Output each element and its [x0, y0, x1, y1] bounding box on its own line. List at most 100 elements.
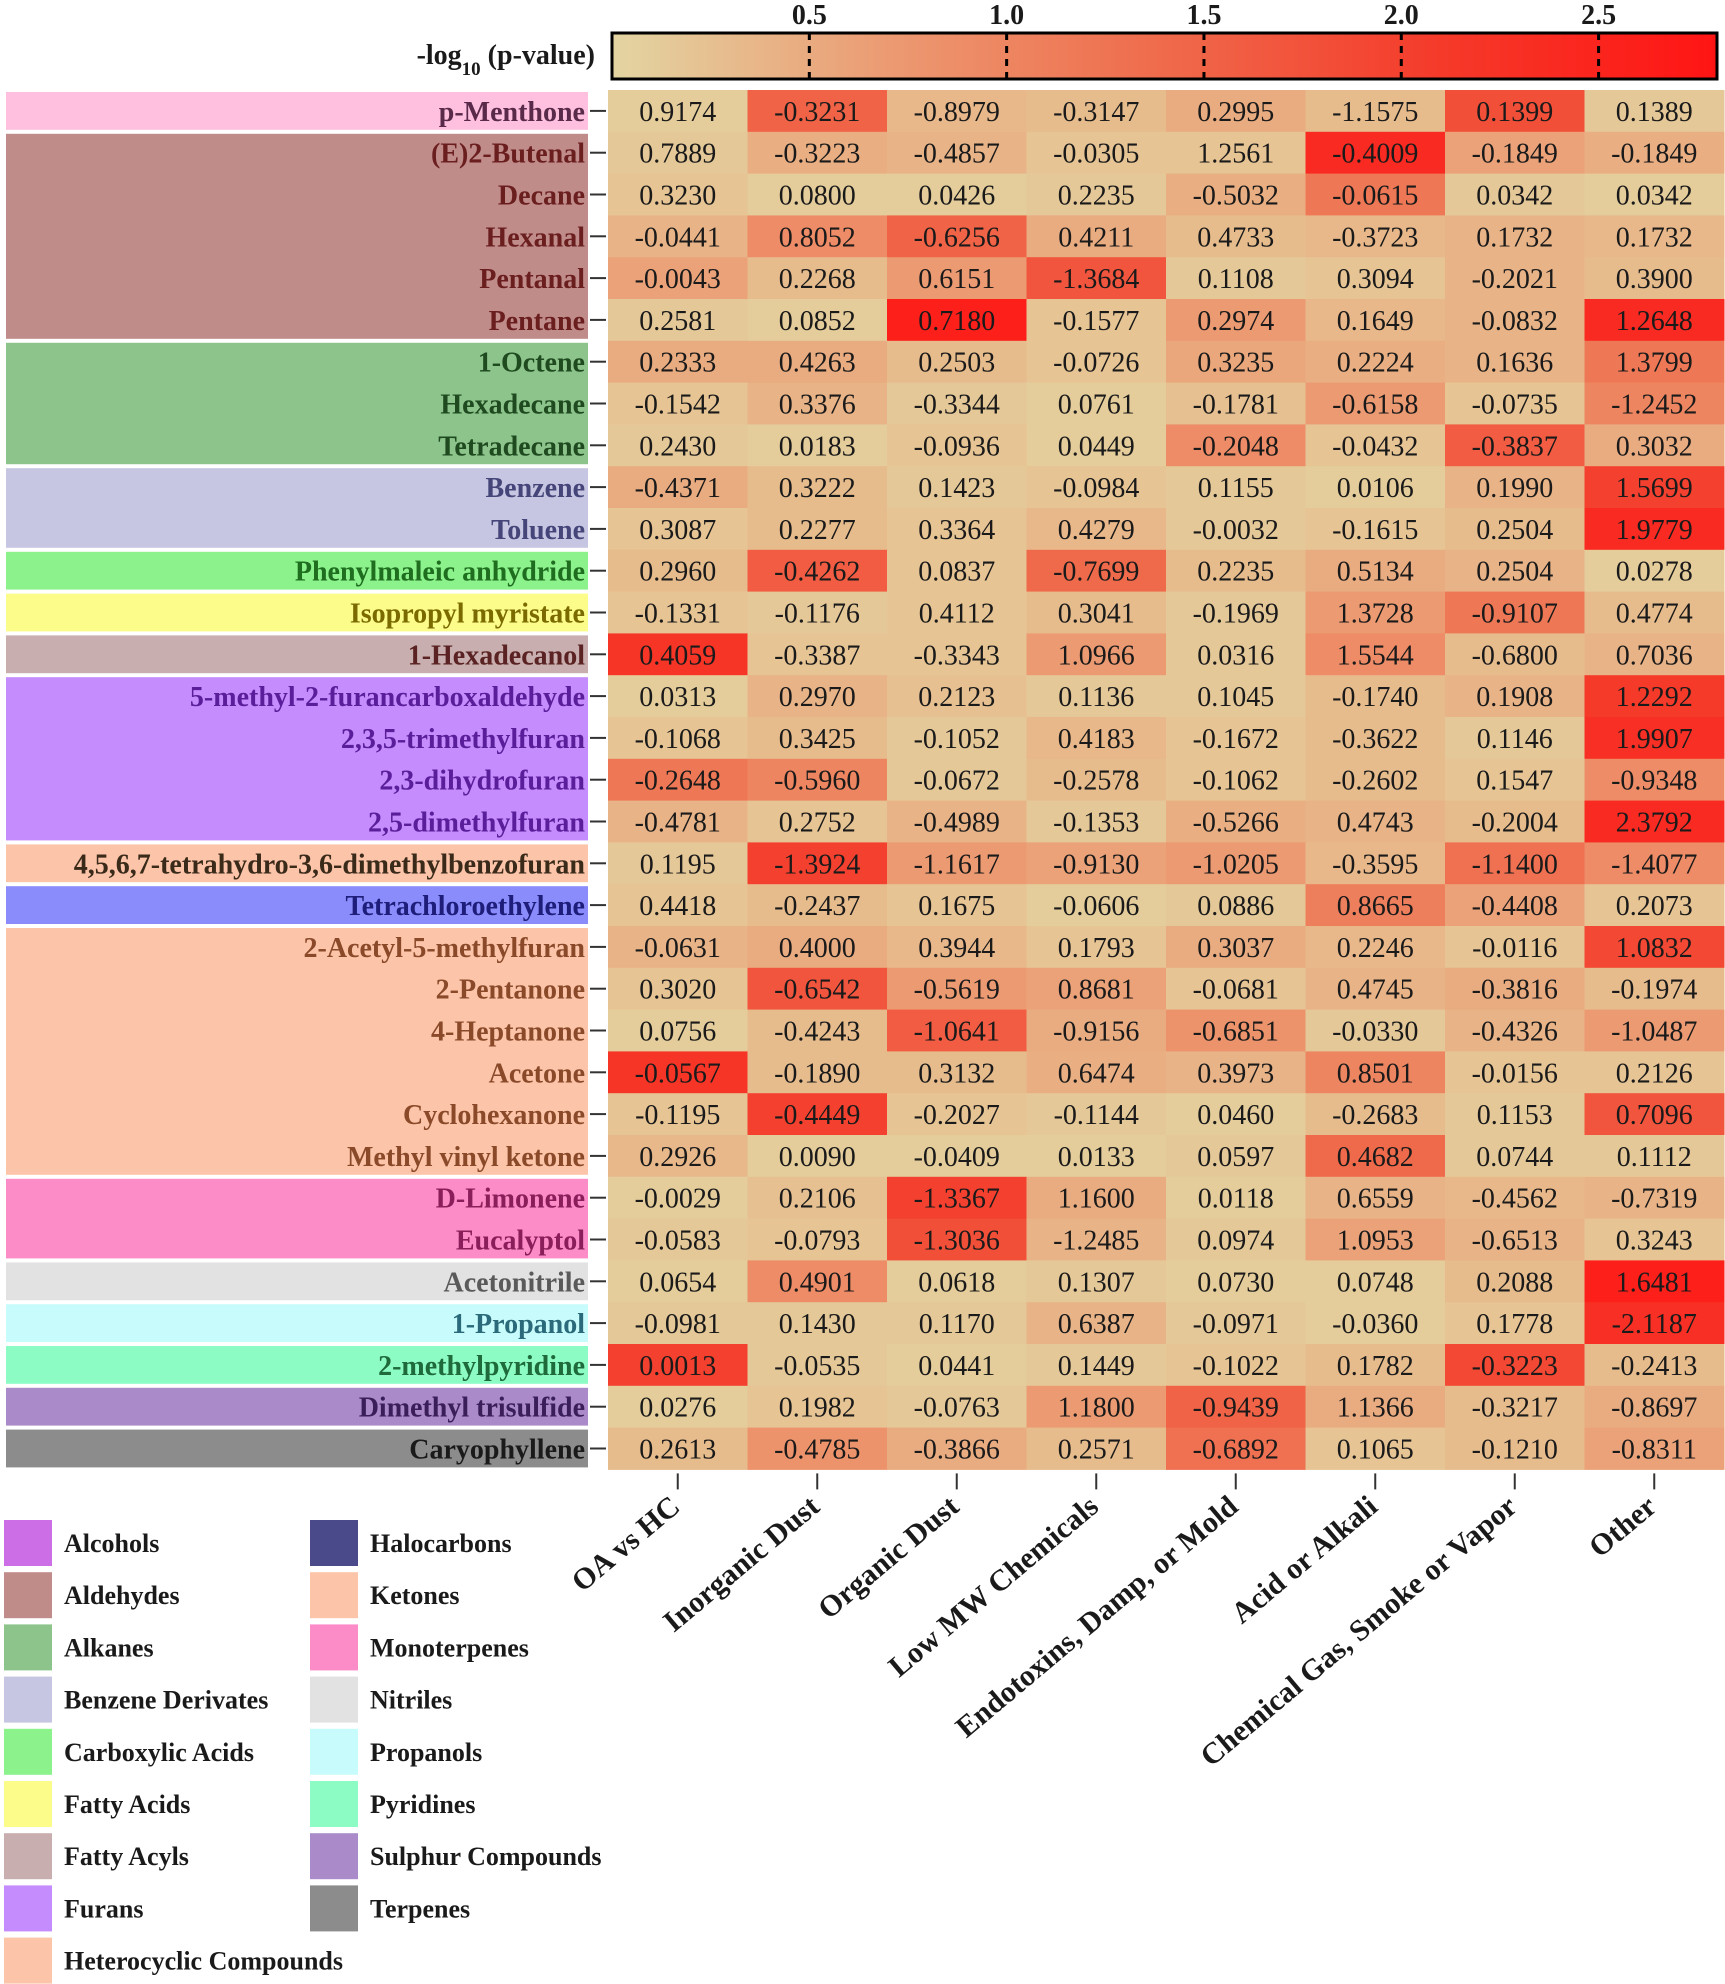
heatmap-cell — [1026, 1051, 1167, 1094]
heatmap-cell — [1584, 299, 1725, 342]
cell-value: -0.1781 — [1193, 390, 1279, 421]
cell-value: -0.3622 — [1332, 724, 1418, 755]
row-label: 2,5-dimethylfuran — [368, 808, 585, 839]
heatmap-cell — [608, 967, 748, 1011]
heatmap-cell — [1445, 1218, 1585, 1261]
cell-value: -0.4449 — [774, 1100, 860, 1131]
heatmap-cell — [608, 257, 748, 300]
heatmap-cell — [1305, 90, 1446, 133]
cell-value: 0.2235 — [1058, 181, 1135, 212]
heatmap-cell — [1445, 633, 1585, 676]
heatmap-cell — [747, 717, 888, 760]
colorbar: -log10 (p-value) 0.5 1.0 1.5 2.0 2.5 — [417, 0, 1719, 81]
heatmap-cell — [1166, 1344, 1306, 1387]
legend-label: Nitriles — [370, 1686, 452, 1715]
group-band — [6, 593, 588, 632]
cell-value: 0.4211 — [1058, 222, 1134, 253]
heatmap-cell — [1166, 1385, 1306, 1429]
cell-value: -0.6256 — [914, 222, 1000, 253]
colorbar-tick-label: 1.0 — [989, 0, 1024, 31]
cell-value: 0.2235 — [1197, 557, 1274, 588]
heatmap-cell — [1026, 1093, 1167, 1136]
heatmap-cell — [608, 800, 748, 843]
cell-value: 0.1389 — [1616, 97, 1693, 128]
cell-value: 0.1045 — [1197, 682, 1274, 713]
heatmap-cell — [1166, 508, 1306, 551]
heatmap-cell — [887, 926, 1027, 969]
heatmap-cell — [1305, 800, 1446, 843]
cell-value: -0.4785 — [774, 1435, 860, 1466]
heatmap-cell — [1584, 1176, 1725, 1220]
row-label: Methyl vinyl ketone — [347, 1142, 585, 1173]
heatmap-cell — [1584, 717, 1725, 760]
row-label: 2,3,5-trimethylfuran — [341, 724, 586, 755]
cell-value: -1.4077 — [1611, 849, 1697, 880]
heatmap-cell — [1026, 1176, 1167, 1220]
row-label: 2-Pentanone — [436, 975, 585, 1006]
cell-value: 1.0832 — [1616, 933, 1693, 964]
cell-value: -0.4408 — [1472, 891, 1558, 922]
row-label: 2-methylpyridine — [378, 1351, 585, 1382]
heatmap-cell — [1445, 549, 1585, 593]
heatmap-cell — [747, 967, 888, 1011]
group-band — [6, 342, 588, 465]
heatmap-cell — [1445, 173, 1585, 216]
legend-swatch — [4, 1572, 52, 1619]
cell-value: 0.2503 — [918, 348, 995, 379]
heatmap-cell — [887, 633, 1027, 676]
cell-value: -1.3684 — [1053, 264, 1139, 295]
cell-value: 0.0316 — [1197, 640, 1274, 671]
heatmap-cell — [1305, 131, 1446, 175]
heatmap-cell — [1584, 1427, 1725, 1470]
heatmap-cell — [1026, 717, 1167, 760]
legend-swatch — [310, 1572, 358, 1619]
heatmap-cell — [747, 90, 888, 133]
colorbar-tick-label: 2.5 — [1581, 0, 1616, 31]
cell-value: 0.3900 — [1616, 264, 1693, 295]
heatmap-cell — [1166, 926, 1306, 969]
cell-value: -0.0432 — [1332, 431, 1418, 462]
group-band — [6, 886, 588, 924]
cell-value: 0.2106 — [779, 1184, 856, 1215]
heatmap-cell — [1445, 717, 1585, 760]
heatmap-cell — [1445, 90, 1585, 133]
heatmap-cell — [1166, 1260, 1306, 1303]
cell-value: -0.1195 — [635, 1100, 720, 1131]
heatmap-cell — [1584, 549, 1725, 593]
cell-value: 0.4183 — [1058, 724, 1135, 755]
cell-value: 1.1600 — [1058, 1184, 1135, 1215]
heatmap-cell — [1584, 800, 1725, 843]
heatmap-cell — [1584, 675, 1725, 718]
heatmap-cell — [608, 926, 748, 969]
heatmap-cell — [1445, 842, 1585, 885]
cell-value: 0.1136 — [1058, 682, 1134, 713]
heatmap-cell — [1584, 215, 1725, 258]
cell-value: -0.0606 — [1053, 891, 1139, 922]
cell-value: 0.2073 — [1616, 891, 1693, 922]
heatmap-cell — [1166, 884, 1306, 927]
cell-value: -0.0330 — [1332, 1017, 1418, 1048]
cell-value: -0.0984 — [1053, 473, 1139, 504]
legend-swatch — [4, 1781, 52, 1827]
heatmap-cell — [1026, 1344, 1167, 1387]
cell-value: 0.1675 — [918, 891, 995, 922]
row-label: Toluene — [491, 515, 585, 546]
cell-value: 0.2970 — [779, 682, 856, 713]
legend-label: Halocarbons — [370, 1529, 512, 1558]
heatmap-cell — [1445, 1344, 1585, 1387]
heatmap-cell — [608, 758, 748, 802]
heatmap-cell — [1445, 967, 1585, 1011]
legend-swatch — [310, 1624, 358, 1671]
heatmap-cell — [747, 800, 888, 843]
cell-value: 0.3041 — [1058, 599, 1135, 630]
colorbar-tick-label: 1.5 — [1186, 0, 1221, 31]
heatmap-cell — [608, 90, 748, 133]
cell-value: -0.5619 — [914, 975, 1000, 1006]
cell-value: -0.4326 — [1472, 1017, 1558, 1048]
heatmap-cell — [1026, 215, 1167, 258]
row-label: Eucalyptol — [456, 1226, 585, 1257]
legend-swatch — [310, 1728, 358, 1775]
cell-value: -0.0763 — [914, 1393, 1000, 1424]
heatmap-cell — [747, 131, 888, 175]
